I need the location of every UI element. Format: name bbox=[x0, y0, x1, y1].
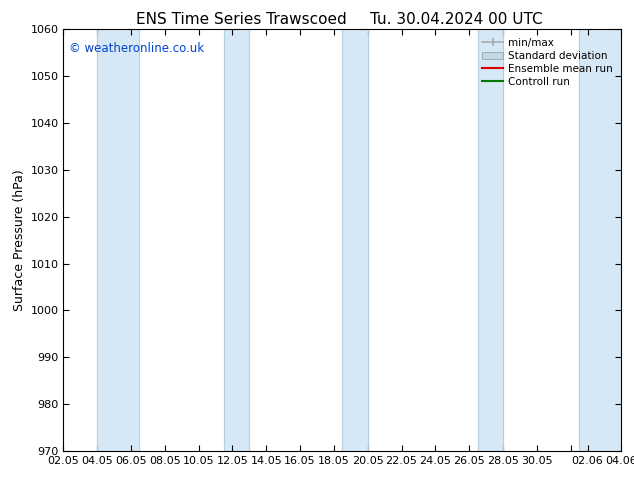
Legend: min/max, Standard deviation, Ensemble mean run, Controll run: min/max, Standard deviation, Ensemble me… bbox=[479, 35, 616, 90]
Y-axis label: Surface Pressure (hPa): Surface Pressure (hPa) bbox=[13, 169, 26, 311]
Text: ENS Time Series Trawscoed: ENS Time Series Trawscoed bbox=[136, 12, 346, 27]
Text: Tu. 30.04.2024 00 UTC: Tu. 30.04.2024 00 UTC bbox=[370, 12, 543, 27]
Text: © weatheronline.co.uk: © weatheronline.co.uk bbox=[69, 42, 204, 55]
Bar bbox=[342, 29, 368, 451]
Bar bbox=[97, 29, 139, 451]
Bar bbox=[224, 29, 249, 451]
Bar bbox=[477, 29, 503, 451]
Bar bbox=[579, 29, 621, 451]
